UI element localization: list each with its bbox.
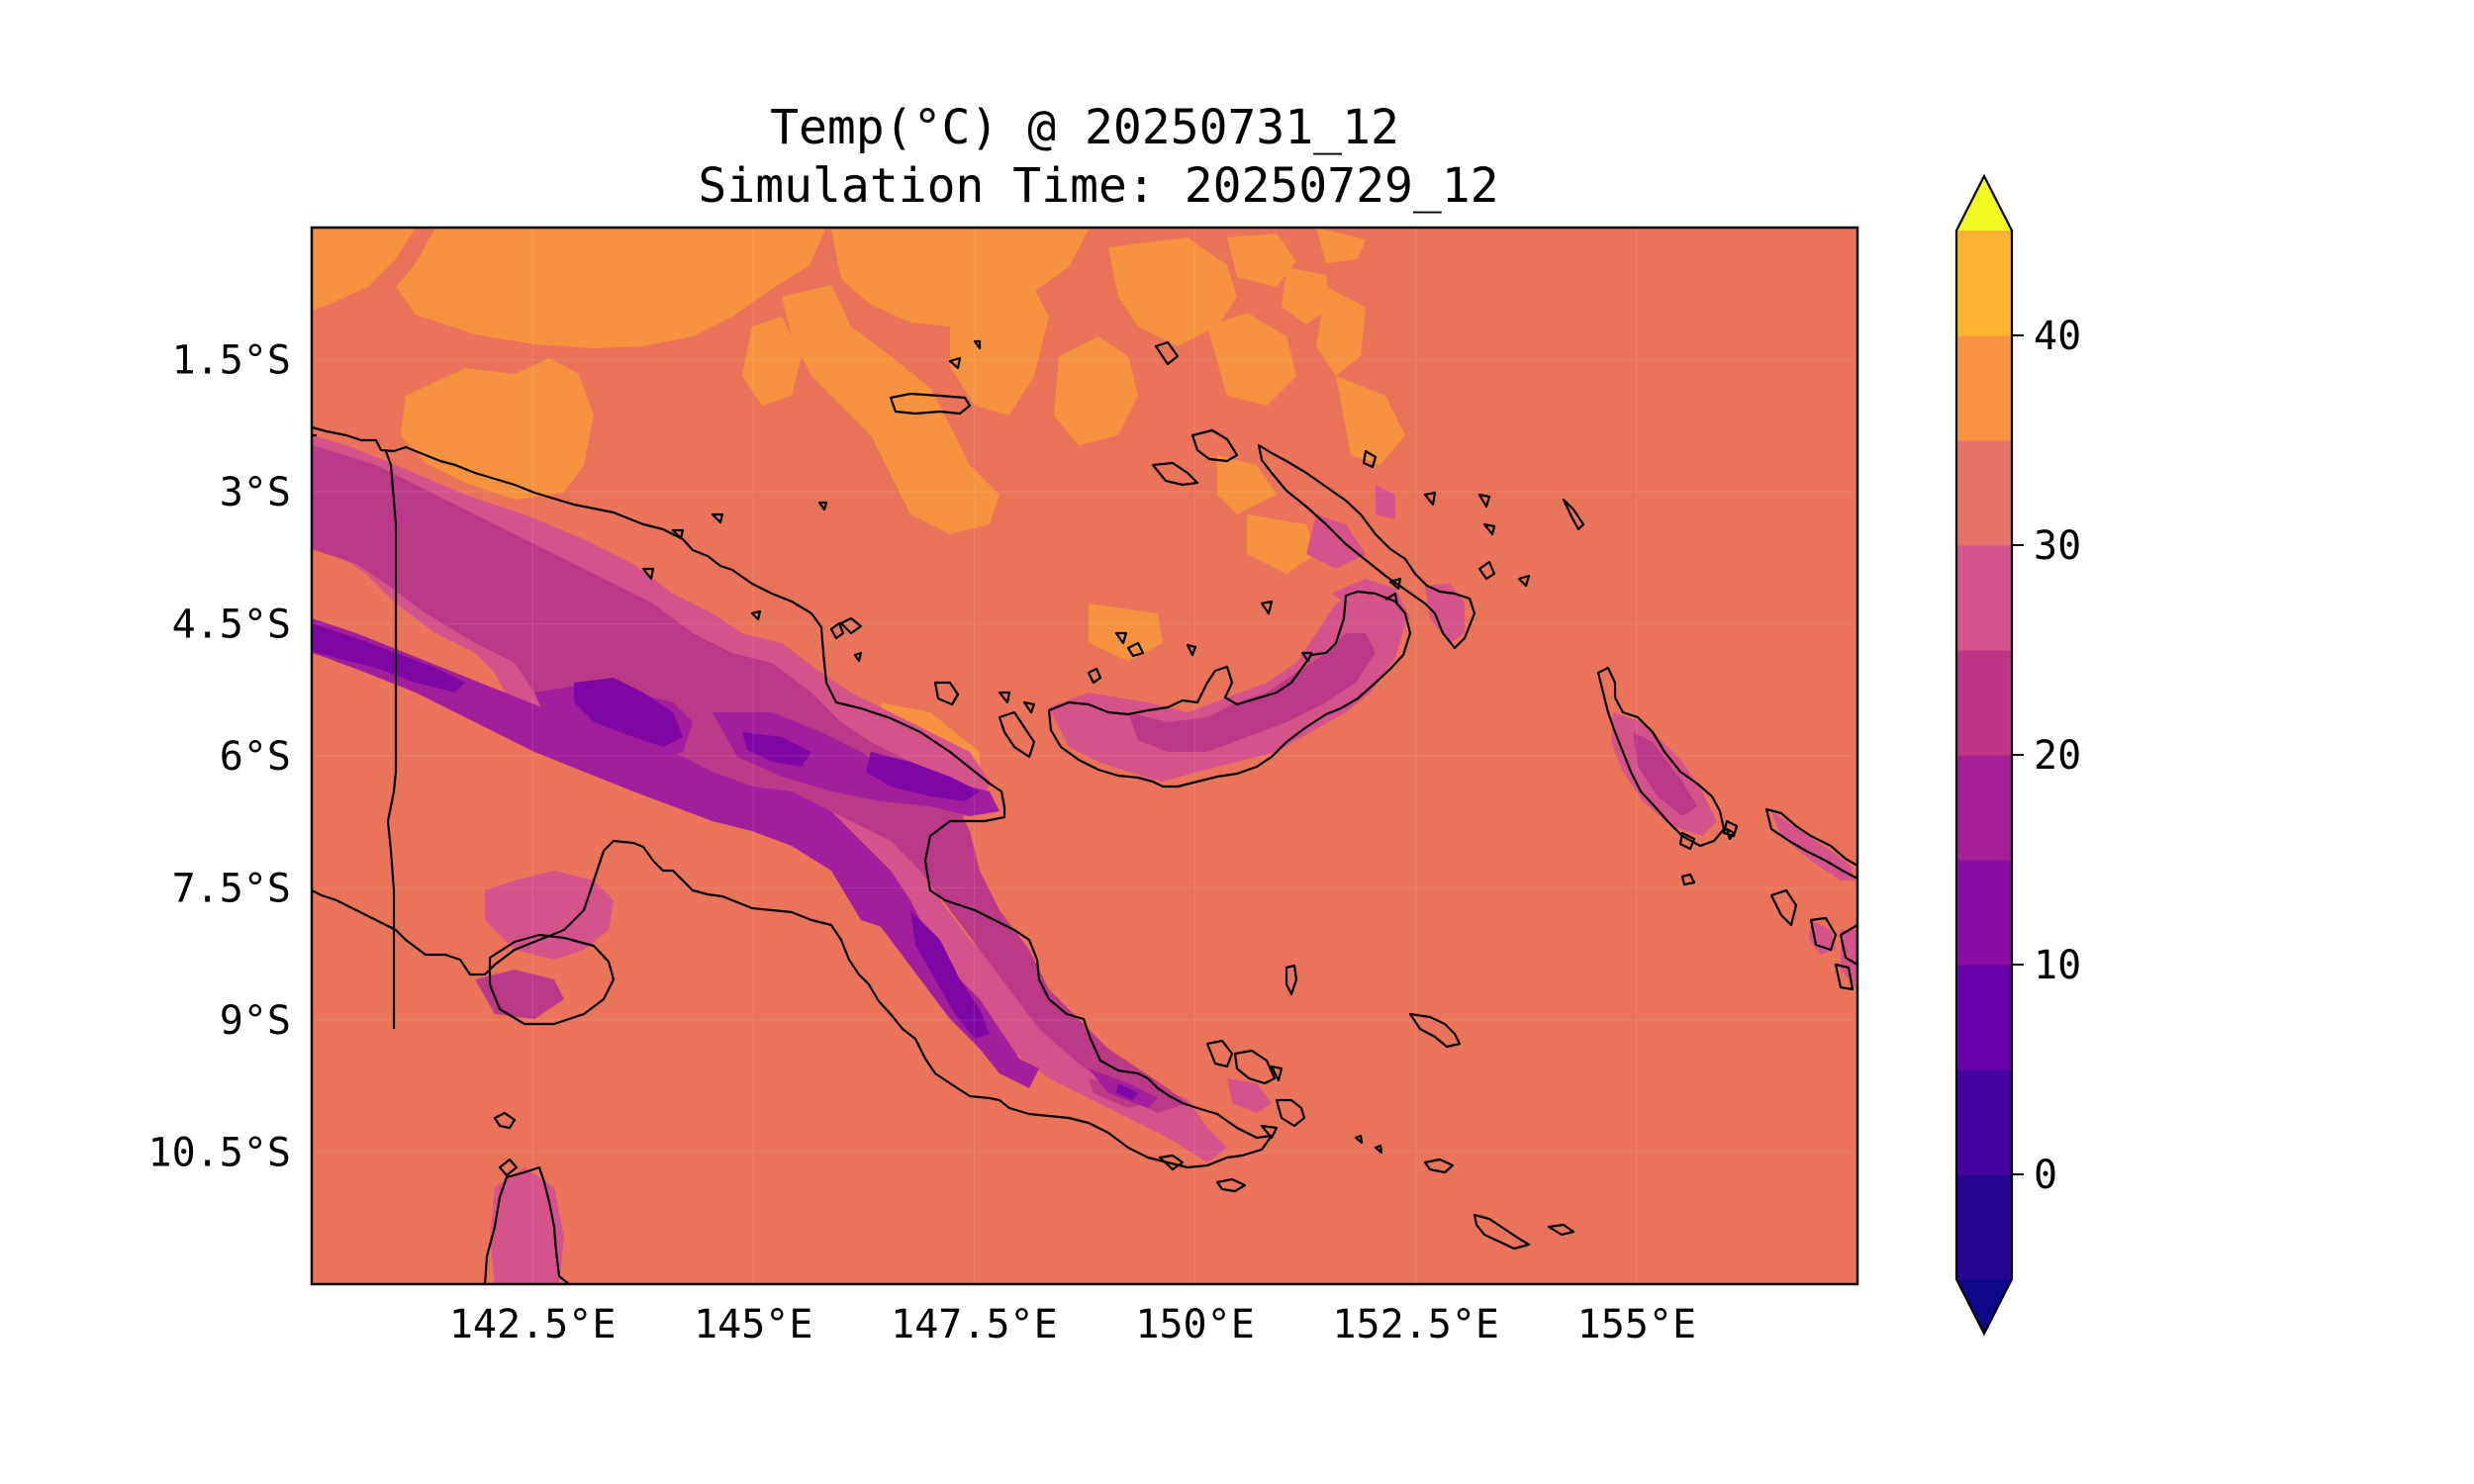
- highland-zone-4: [312, 623, 1138, 1100]
- colorbar-bin: [1956, 650, 2012, 756]
- x-tick-label: 147.5°E: [891, 1302, 1058, 1347]
- colorbar-extend-low: [1956, 1279, 2012, 1334]
- colorbar-bin: [1956, 440, 2012, 546]
- colorbar-tick-label: 30: [2034, 523, 2081, 569]
- warm-zone: [312, 228, 1405, 782]
- map-frame: [310, 226, 1859, 1286]
- x-tick-label: 145°E: [694, 1302, 812, 1347]
- colorbar-tick-label: 40: [2034, 314, 2081, 359]
- y-tick-label: 9°S: [220, 998, 291, 1044]
- colorbar-bin: [1956, 965, 2012, 1070]
- colorbar-outline: [1954, 173, 2014, 1337]
- y-tick-label: 7.5°S: [172, 867, 291, 912]
- colorbar-bin: [1956, 1069, 2012, 1175]
- title-line-1: Temp(°C) @ 20250731_12: [770, 100, 1399, 155]
- x-axis: 142.5°E 145°E 147.5°E 150°E 152.5°E 155°E: [449, 1302, 1696, 1347]
- y-tick-label: 10.5°S: [148, 1131, 292, 1176]
- coastlines: [312, 339, 1857, 1284]
- colorbar-extend-high: [1956, 176, 2012, 231]
- x-tick-label: 152.5°E: [1332, 1302, 1499, 1347]
- colorbar-bin: [1956, 1174, 2012, 1280]
- colorbar-bin: [1956, 860, 2012, 966]
- y-tick-label: 3°S: [220, 470, 291, 515]
- highland-zone-2: [312, 445, 1697, 1113]
- map-panel: [312, 228, 1857, 1284]
- y-axis: 1.5°S 3°S 4.5°S 6°S 7.5°S 9°S 10.5°S: [148, 338, 292, 1176]
- colorbar: 0 10 20 30 40: [1954, 173, 2081, 1337]
- colorbar-tick-label: 20: [2034, 733, 2081, 779]
- title-line-2: Simulation Time: 20250729_12: [698, 158, 1498, 214]
- colorbar-tick-label: 0: [2034, 1153, 2057, 1198]
- colorbar-bin: [1956, 545, 2012, 651]
- x-tick-label: 142.5°E: [449, 1302, 617, 1347]
- y-tick-label: 1.5°S: [172, 338, 291, 384]
- y-tick-label: 6°S: [220, 734, 291, 780]
- colorbar-tick-label: 10: [2034, 943, 2081, 988]
- colorbar-bin: [1956, 755, 2012, 861]
- colorbar-bin: [1956, 335, 2012, 441]
- y-tick-label: 4.5°S: [172, 603, 291, 648]
- colorbar-bin: [1956, 231, 2012, 336]
- x-tick-label: 155°E: [1577, 1302, 1696, 1347]
- x-tick-label: 150°E: [1135, 1302, 1254, 1347]
